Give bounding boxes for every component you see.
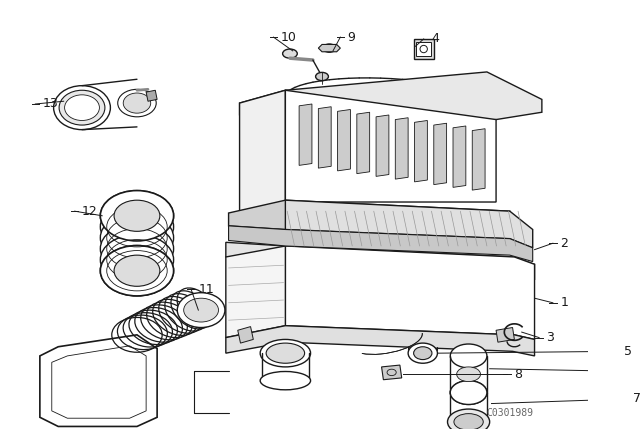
Ellipse shape <box>100 224 173 274</box>
Polygon shape <box>228 226 532 262</box>
Ellipse shape <box>114 255 160 286</box>
Polygon shape <box>413 39 434 59</box>
Ellipse shape <box>100 212 173 263</box>
Polygon shape <box>318 44 340 52</box>
Text: 13: 13 <box>43 98 58 111</box>
Ellipse shape <box>413 347 432 360</box>
Polygon shape <box>415 121 428 182</box>
Polygon shape <box>40 335 157 426</box>
Text: 9: 9 <box>348 30 356 43</box>
Polygon shape <box>226 326 534 356</box>
Ellipse shape <box>451 344 487 368</box>
Ellipse shape <box>457 367 481 382</box>
Polygon shape <box>239 90 285 211</box>
Polygon shape <box>228 200 510 229</box>
Ellipse shape <box>260 371 310 390</box>
Ellipse shape <box>283 49 298 58</box>
Polygon shape <box>357 112 370 174</box>
Text: 7: 7 <box>634 392 640 405</box>
Text: 3: 3 <box>547 331 554 344</box>
Ellipse shape <box>54 86 111 129</box>
Ellipse shape <box>118 89 156 117</box>
Text: 4: 4 <box>431 32 439 45</box>
Polygon shape <box>376 115 389 177</box>
Ellipse shape <box>124 93 150 113</box>
Polygon shape <box>226 246 285 338</box>
Text: 12: 12 <box>82 205 98 218</box>
Polygon shape <box>381 365 402 380</box>
Polygon shape <box>239 72 542 136</box>
Ellipse shape <box>454 414 483 430</box>
Ellipse shape <box>447 409 490 435</box>
Ellipse shape <box>100 246 173 296</box>
Ellipse shape <box>260 340 310 367</box>
Ellipse shape <box>266 343 305 363</box>
Polygon shape <box>226 242 534 280</box>
Ellipse shape <box>65 95 99 121</box>
Ellipse shape <box>323 44 336 52</box>
Polygon shape <box>146 90 157 101</box>
Polygon shape <box>472 129 485 190</box>
Text: C0301989: C0301989 <box>486 408 533 418</box>
Text: 11: 11 <box>198 283 214 296</box>
Ellipse shape <box>100 246 173 296</box>
Polygon shape <box>299 104 312 165</box>
Polygon shape <box>318 107 331 168</box>
Ellipse shape <box>177 293 225 327</box>
Polygon shape <box>285 246 534 340</box>
Text: 1: 1 <box>560 296 568 309</box>
Ellipse shape <box>100 202 173 252</box>
Text: 10: 10 <box>281 30 297 43</box>
Ellipse shape <box>451 381 487 405</box>
Polygon shape <box>417 42 431 56</box>
Ellipse shape <box>59 90 105 125</box>
Polygon shape <box>285 200 532 248</box>
Polygon shape <box>496 327 515 342</box>
Ellipse shape <box>114 200 160 231</box>
Text: 2: 2 <box>560 237 568 250</box>
Ellipse shape <box>100 190 173 241</box>
Text: 8: 8 <box>515 368 522 381</box>
Polygon shape <box>453 126 466 187</box>
Ellipse shape <box>408 343 438 363</box>
Polygon shape <box>396 118 408 179</box>
Ellipse shape <box>100 190 173 241</box>
Ellipse shape <box>451 381 487 405</box>
Ellipse shape <box>184 298 218 322</box>
Ellipse shape <box>100 235 173 285</box>
Polygon shape <box>434 123 447 185</box>
Text: 5: 5 <box>624 345 632 358</box>
Polygon shape <box>285 90 496 202</box>
Ellipse shape <box>316 73 328 81</box>
Polygon shape <box>337 109 351 171</box>
Polygon shape <box>237 327 253 343</box>
